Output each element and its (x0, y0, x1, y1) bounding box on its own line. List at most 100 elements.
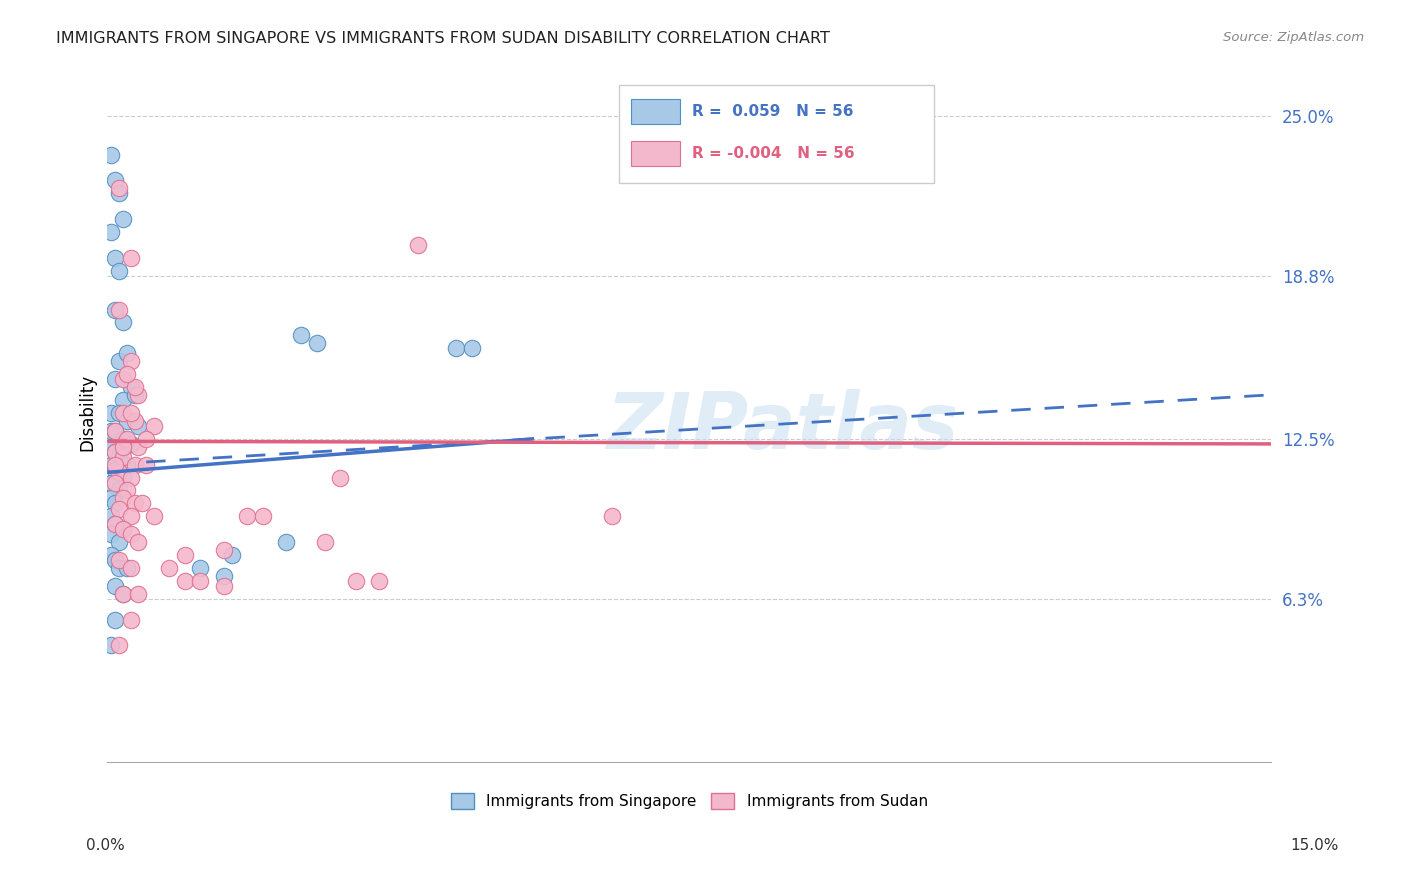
Point (190, 561, 212, 575)
Point (127, 587, 149, 601)
Point (100, 475, 122, 490)
Point (108, 501, 131, 516)
Point (120, 251, 142, 265)
Point (104, 553, 127, 567)
Text: ZIPatlas: ZIPatlas (606, 389, 959, 465)
Point (124, 458, 146, 472)
Y-axis label: Disability: Disability (79, 375, 96, 451)
Point (100, 147, 122, 161)
Point (104, 516, 127, 531)
Text: 0.0%: 0.0% (86, 838, 125, 853)
Point (115, 414, 138, 428)
Point (127, 388, 149, 402)
Point (104, 516, 127, 531)
Point (104, 251, 127, 265)
Point (100, 424, 122, 438)
FancyBboxPatch shape (631, 141, 681, 166)
Point (111, 450, 134, 464)
Point (115, 561, 138, 575)
Point (100, 548, 122, 562)
Point (108, 450, 131, 464)
Point (212, 542, 235, 557)
Point (120, 354, 142, 368)
Point (111, 316, 134, 330)
Point (100, 458, 122, 472)
Point (111, 406, 134, 420)
Point (104, 613, 127, 627)
Point (115, 458, 138, 472)
Point (108, 561, 131, 575)
Point (115, 346, 138, 360)
Point (111, 212, 134, 227)
Point (104, 579, 127, 593)
Point (142, 509, 165, 524)
Point (111, 372, 134, 386)
Point (124, 380, 146, 394)
Point (111, 470, 134, 484)
Text: IMMIGRANTS FROM SINGAPORE VS IMMIGRANTS FROM SUDAN DISABILITY CORRELATION CHART: IMMIGRANTS FROM SINGAPORE VS IMMIGRANTS … (56, 31, 830, 46)
Point (190, 574, 212, 588)
Point (120, 509, 142, 524)
Point (108, 264, 131, 278)
Point (115, 367, 138, 381)
Point (104, 444, 127, 458)
Point (131, 496, 153, 510)
Point (127, 535, 149, 549)
Point (100, 491, 122, 506)
Point (108, 302, 131, 317)
Text: R =  0.059   N = 56: R = 0.059 N = 56 (692, 104, 853, 119)
Point (600, 509, 623, 524)
Point (108, 639, 131, 653)
Point (305, 336, 328, 351)
Point (108, 406, 131, 420)
Legend: Immigrants from Singapore, Immigrants from Sudan: Immigrants from Singapore, Immigrants fr… (444, 788, 934, 815)
Point (111, 587, 134, 601)
Point (100, 225, 122, 239)
Point (115, 432, 138, 446)
Point (135, 458, 157, 472)
Point (367, 574, 389, 588)
FancyBboxPatch shape (631, 99, 681, 124)
Point (124, 496, 146, 510)
Point (274, 535, 297, 549)
Point (120, 561, 142, 575)
Point (108, 553, 131, 567)
Point (100, 509, 122, 524)
Point (120, 380, 142, 394)
Point (212, 579, 235, 593)
Point (104, 302, 127, 317)
Point (100, 639, 122, 653)
Point (104, 424, 127, 438)
Point (111, 432, 134, 446)
Text: R = -0.004   N = 56: R = -0.004 N = 56 (692, 146, 855, 161)
Point (329, 470, 352, 484)
Point (104, 372, 127, 386)
Point (104, 444, 127, 458)
Point (461, 341, 484, 355)
Point (100, 440, 122, 454)
Point (111, 522, 134, 536)
Point (111, 491, 134, 506)
Point (124, 414, 146, 428)
Text: 15.0%: 15.0% (1291, 838, 1339, 853)
Point (221, 548, 243, 562)
Point (120, 613, 142, 627)
Point (104, 173, 127, 187)
Point (127, 440, 149, 454)
Point (108, 354, 131, 368)
Point (111, 440, 134, 454)
Point (174, 548, 197, 562)
Point (108, 186, 131, 201)
Point (108, 535, 131, 549)
Point (104, 424, 127, 438)
Point (252, 509, 274, 524)
Point (142, 418, 165, 433)
Point (120, 527, 142, 541)
Point (314, 535, 336, 549)
Point (290, 328, 312, 343)
FancyBboxPatch shape (620, 85, 934, 183)
Point (115, 483, 138, 498)
Point (111, 587, 134, 601)
Point (174, 574, 197, 588)
Point (120, 470, 142, 484)
